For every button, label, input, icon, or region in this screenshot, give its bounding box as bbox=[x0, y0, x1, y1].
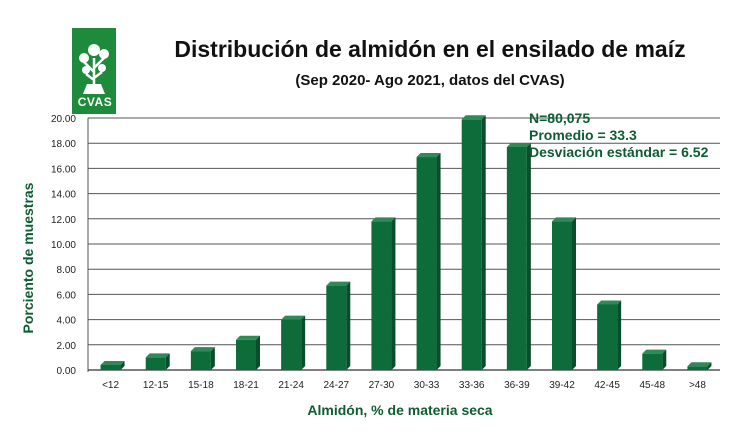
bar bbox=[552, 221, 572, 370]
bar-side bbox=[165, 353, 170, 370]
bar bbox=[597, 304, 618, 370]
x-tick-label: >48 bbox=[689, 380, 706, 391]
x-tick-label: 42-45 bbox=[594, 380, 620, 391]
bar bbox=[416, 157, 437, 370]
bar bbox=[461, 119, 482, 370]
x-tick-label: 18-21 bbox=[233, 380, 259, 391]
bar-side bbox=[391, 217, 396, 370]
mean-value: Promedio = 33.3 bbox=[529, 127, 637, 143]
std-dev-value: Desviación estándar = 6.52 bbox=[529, 144, 709, 160]
bar bbox=[100, 364, 121, 370]
stats-box: N=80,075 Promedio = 33.3 Desviación está… bbox=[529, 110, 708, 161]
bar-side bbox=[346, 281, 351, 370]
y-tick-label: 20.00 bbox=[51, 114, 76, 125]
y-tick-label: 14.00 bbox=[51, 190, 76, 201]
bar-top bbox=[100, 360, 125, 365]
bar-top bbox=[281, 315, 306, 320]
bar bbox=[281, 319, 302, 370]
chart-title: Distribución de almidón en el ensilado d… bbox=[174, 36, 686, 62]
y-tick-label: 10.00 bbox=[51, 240, 76, 251]
bar bbox=[145, 357, 166, 370]
x-tick-label: 21-24 bbox=[278, 380, 304, 391]
bar-side bbox=[481, 115, 486, 370]
bar-side bbox=[256, 335, 260, 370]
x-axis-label: Almidón, % de materia seca bbox=[307, 402, 493, 418]
bar-side bbox=[120, 360, 125, 370]
bar-side bbox=[436, 153, 441, 370]
bar-top bbox=[416, 153, 441, 158]
bar-top bbox=[461, 115, 486, 120]
x-tick-label: 30-33 bbox=[414, 380, 440, 391]
bar-top bbox=[687, 362, 712, 367]
bar-side bbox=[301, 315, 306, 370]
sample-count: N=80,075 bbox=[529, 110, 591, 126]
bar bbox=[687, 366, 708, 370]
x-tick-label: 24-27 bbox=[323, 380, 349, 391]
bar bbox=[371, 221, 392, 370]
bar-side bbox=[662, 349, 667, 370]
bar-side bbox=[210, 347, 215, 370]
x-tick-label: 12-15 bbox=[143, 380, 169, 391]
y-tick-label: 12.00 bbox=[51, 215, 76, 226]
bar-side bbox=[572, 217, 576, 370]
bar-top bbox=[642, 349, 667, 354]
bar-side bbox=[707, 362, 712, 370]
y-axis-label: Porciento de muestras bbox=[20, 182, 36, 334]
bar-top bbox=[506, 142, 531, 147]
bar-top bbox=[190, 347, 215, 352]
chart-subtitle: (Sep 2020- Ago 2021, datos del CVAS) bbox=[295, 72, 565, 89]
bar bbox=[236, 339, 256, 370]
y-tick-label: 0.00 bbox=[57, 366, 77, 377]
x-tick-label: 39-42 bbox=[549, 380, 575, 391]
y-tick-label: 8.00 bbox=[57, 265, 77, 276]
bar-side bbox=[617, 300, 622, 370]
bar-top bbox=[236, 335, 260, 340]
bar-top bbox=[597, 300, 622, 305]
y-tick-label: 4.00 bbox=[57, 316, 77, 327]
x-tick-label: <12 bbox=[102, 380, 119, 391]
x-tick-label: 36-39 bbox=[504, 380, 530, 391]
y-tick-label: 2.00 bbox=[57, 341, 77, 352]
bar-top bbox=[371, 217, 396, 222]
x-tick-label: 45-48 bbox=[639, 380, 665, 391]
y-tick-label: 6.00 bbox=[57, 290, 77, 301]
logo-wordmark: CVAS bbox=[77, 95, 113, 109]
cvas-logo bbox=[72, 28, 116, 114]
bar-side bbox=[526, 142, 531, 370]
y-tick-label: 18.00 bbox=[51, 139, 76, 150]
bar bbox=[326, 285, 347, 370]
x-tick-label: 33-36 bbox=[459, 380, 485, 391]
y-tick-label: 16.00 bbox=[51, 164, 76, 175]
bar bbox=[190, 351, 211, 370]
bar bbox=[642, 353, 663, 370]
bar-top bbox=[145, 353, 170, 358]
bar-top bbox=[326, 281, 351, 286]
x-tick-label: 15-18 bbox=[188, 380, 214, 391]
bar bbox=[506, 146, 527, 370]
x-tick-label: 27-30 bbox=[369, 380, 395, 391]
bar-top bbox=[552, 217, 576, 222]
